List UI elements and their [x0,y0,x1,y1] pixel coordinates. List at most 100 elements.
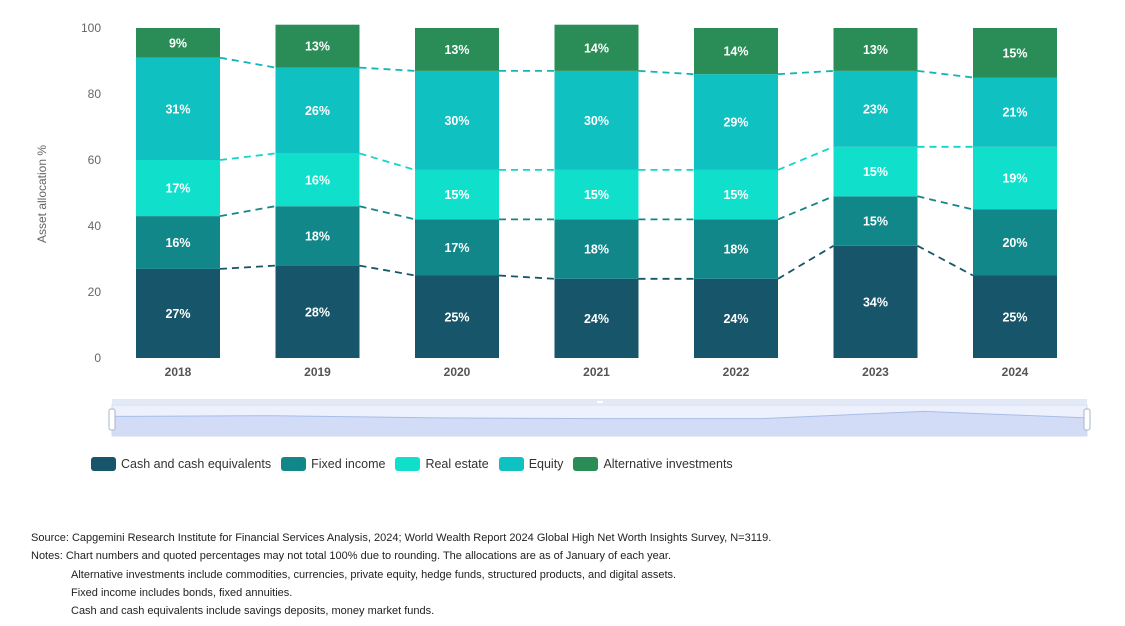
segment-label: 26% [305,104,330,118]
x-tick-label: 2023 [862,365,889,379]
connector-line [219,152,276,161]
segment-label: 9% [169,36,187,50]
segment-label: 18% [723,243,748,257]
slider-left-handle[interactable] [108,408,116,431]
segment-label: 14% [584,41,609,55]
bar-segment[interactable] [694,219,778,279]
bar-segment[interactable] [554,169,639,220]
bar-segment[interactable] [554,219,639,279]
segment-label: 30% [444,114,469,128]
legend-swatch [281,457,307,471]
legend-item[interactable]: Cash and cash equivalents [91,457,271,471]
legend-label: Real estate [425,457,489,471]
segment-label: 13% [863,43,888,57]
bar-segment[interactable] [694,74,778,170]
segment-label: 17% [165,182,190,196]
bar-segment[interactable] [415,70,499,170]
bar-segment[interactable] [973,209,1057,276]
legend-item[interactable]: Alternative investments [573,457,733,471]
y-axis-label: Asset allocation % [35,145,49,243]
connector-line [219,264,276,270]
bar-segment[interactable] [136,28,220,58]
slider-right-handle[interactable] [1083,408,1091,431]
y-tick-label: 20 [88,285,102,299]
segment-label: 29% [723,116,748,130]
bars [136,24,1057,359]
connector-line [917,70,974,79]
legend: Cash and cash equivalents Fixed income Rea… [91,457,733,471]
connector-line [359,205,416,221]
bar-segment[interactable] [694,28,778,75]
bar-segment[interactable] [275,265,360,358]
connector-lines [219,56,974,280]
segment-label: 13% [305,40,330,54]
segment-label: 17% [444,241,469,255]
segment-label: 24% [584,312,609,326]
connector-line [498,274,555,280]
x-tick-label: 2022 [723,365,750,379]
segment-label: 15% [444,188,469,202]
bar-segment[interactable] [136,216,220,269]
segment-label: 28% [305,305,330,319]
connector-line [359,152,416,171]
legend-item[interactable]: Equity [498,457,563,471]
legend-swatch [91,457,116,471]
x-tick-label: 2020 [444,365,471,379]
bar-segment[interactable] [973,146,1057,210]
legend-swatch [395,457,421,471]
bar-segment[interactable] [554,24,639,71]
bar-segment[interactable] [973,275,1057,359]
slider-preview-line [111,410,1088,420]
legend-swatch [573,457,599,471]
bar-segment[interactable] [833,245,918,358]
bar-segment[interactable] [694,278,778,358]
bar-segment[interactable] [554,278,639,358]
segment-label: 18% [584,243,609,257]
connector-line [638,70,695,76]
note-line-2: Alternative investments include commodit… [71,568,677,581]
bar-segment[interactable] [136,57,220,161]
note-line-1: Notes: Chart numbers and quoted percenta… [31,550,672,563]
legend-item[interactable]: Fixed income [281,457,385,471]
source-text: Source: Capgemini Research Institute for… [31,532,772,544]
segment-label: 30% [584,114,609,128]
bar-segment[interactable] [833,146,918,197]
segment-label: 24% [723,312,748,326]
bar-segment[interactable] [136,160,220,217]
segment-label: 21% [1002,106,1027,120]
bar-segment[interactable] [833,196,918,246]
segment-label: 15% [863,215,888,229]
segment-label: 27% [165,307,190,321]
bar-segment[interactable] [415,275,499,359]
zoom-slider[interactable] [108,399,1091,437]
slider-grip-icon[interactable] [597,401,603,403]
x-axis: 2018 2019 2020 2021 2022 2023 2024 [165,365,1029,379]
bar-segment[interactable] [973,28,1057,78]
segment-label: 16% [165,236,190,250]
legend-item[interactable]: Real estate [395,457,489,471]
y-tick-label: 100 [81,21,101,35]
bar-segment[interactable] [136,268,220,358]
legend-label: Alternative investments [603,457,733,471]
bar-segment[interactable] [415,169,499,220]
x-tick-label: 2018 [165,365,192,379]
segment-label: 34% [863,295,888,309]
bar-segment[interactable] [833,70,918,147]
bar-segment[interactable] [275,153,360,207]
segment-label: 23% [863,102,888,116]
bar-segment[interactable] [554,70,639,170]
x-tick-label: 2019 [304,365,331,379]
bar-segment[interactable] [833,28,918,71]
bar-segment[interactable] [415,28,499,71]
connector-line [219,56,276,69]
bar-segment[interactable] [275,67,360,154]
bar-segment[interactable] [275,206,360,266]
bar-segment[interactable] [973,77,1057,147]
bar-segment[interactable] [694,169,778,220]
bar-segment[interactable] [275,24,360,68]
segment-label: 20% [1002,236,1027,250]
connector-line [917,245,974,277]
legend-label: Fixed income [311,457,386,471]
bar-segment[interactable] [415,219,499,276]
segment-label: 16% [305,173,330,187]
